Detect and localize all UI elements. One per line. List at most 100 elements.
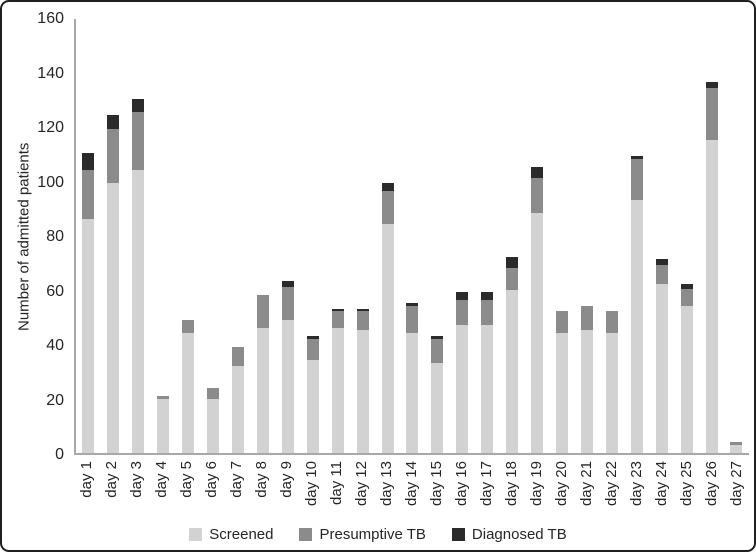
bar-column: [176, 19, 201, 453]
bar-column: [624, 19, 649, 453]
stacked-bar: [431, 335, 444, 453]
x-tick-label: day 26: [703, 461, 720, 507]
bar-segment-presumptive-tb: [630, 158, 643, 200]
stacked-bar: [655, 259, 668, 453]
bar-column: [101, 19, 126, 453]
stacked-bar: [730, 442, 743, 453]
bar-segment-presumptive-tb: [132, 112, 145, 170]
bar-segment-screened: [481, 324, 494, 453]
bar-segment-diagnosed-tb: [680, 283, 693, 290]
bar-column: [674, 19, 699, 453]
bar-segment-presumptive-tb: [107, 128, 120, 184]
bar-column: [550, 19, 575, 453]
x-tick: day 17: [474, 461, 499, 517]
bar-segment-screened: [182, 333, 195, 453]
bar-column: [525, 19, 550, 453]
bar-segment-screened: [132, 169, 145, 453]
x-tick-label: day 25: [678, 461, 695, 507]
stacked-bar: [580, 305, 593, 453]
stacked-bar: [306, 335, 319, 453]
x-tick-label: day 11: [328, 461, 345, 505]
bar-segment-screened: [331, 327, 344, 453]
bar-segment-diagnosed-tb: [655, 259, 668, 265]
bar-segment-presumptive-tb: [431, 338, 444, 364]
x-tick-label: day 23: [628, 461, 645, 507]
stacked-bar: [680, 283, 693, 453]
bar-column: [599, 19, 624, 453]
bar-column: [300, 19, 325, 453]
x-tick-label: day 10: [303, 461, 320, 507]
x-tick: day 1: [74, 461, 99, 517]
x-tick: day 25: [674, 461, 699, 517]
bar-segment-screened: [555, 333, 568, 453]
x-tick: day 7: [224, 461, 249, 517]
bar-segment-presumptive-tb: [356, 311, 369, 331]
x-tick: day 11: [324, 461, 349, 517]
x-tick-label: day 22: [603, 461, 620, 507]
x-tick: day 5: [174, 461, 199, 517]
y-tick-label: 120: [37, 119, 64, 136]
bar-segment-screened: [456, 324, 469, 453]
stacked-bar: [132, 98, 145, 453]
bar-column: [475, 19, 500, 453]
bar-column: [450, 19, 475, 453]
stacked-bar: [506, 256, 519, 453]
bar-segment-screened: [356, 330, 369, 453]
y-tick-label: 20: [46, 391, 64, 409]
stacked-bar: [555, 311, 568, 453]
stacked-bar: [157, 395, 170, 453]
bar-segment-diagnosed-tb: [531, 166, 544, 178]
x-tick: day 14: [399, 461, 424, 517]
x-tick-label: day 15: [428, 461, 445, 507]
bar-column: [151, 19, 176, 453]
bar-segment-diagnosed-tb: [456, 292, 469, 301]
bar-segment-presumptive-tb: [605, 311, 618, 334]
stacked-bar: [82, 153, 95, 453]
bar-segment-diagnosed-tb: [481, 292, 494, 301]
stacked-bar: [356, 308, 369, 453]
x-tick: day 9: [274, 461, 299, 517]
stacked-bar: [381, 183, 394, 453]
x-tick-label: day 6: [203, 461, 220, 498]
y-tick-label: 60: [46, 282, 64, 300]
bar-segment-screened: [256, 327, 269, 453]
x-tick-label: day 7: [228, 461, 245, 498]
x-tick: day 15: [424, 461, 449, 517]
bar-segment-presumptive-tb: [506, 267, 519, 290]
bar-column: [325, 19, 350, 453]
y-tick-label: 80: [46, 228, 64, 245]
legend-label: Diagnosed TB: [471, 525, 567, 543]
bar-column: [250, 19, 275, 453]
stacked-bar: [331, 308, 344, 453]
legend-swatch-screened: [189, 527, 203, 541]
x-tick-label: day 9: [278, 461, 295, 498]
bar-column: [699, 19, 724, 453]
bar-column: [76, 19, 101, 453]
legend-item-screened: Screened: [189, 526, 273, 543]
bar-segment-screened: [281, 319, 294, 453]
bar-segment-presumptive-tb: [705, 87, 718, 140]
stacked-bar: [456, 292, 469, 453]
legend-item-presumptive-tb: Presumptive TB: [299, 526, 426, 543]
x-tick: day 20: [549, 461, 574, 517]
bar-segment-diagnosed-tb: [506, 256, 519, 268]
x-tick: day 27: [724, 461, 749, 517]
bar-segment-screened: [580, 330, 593, 453]
x-tick: day 6: [199, 461, 224, 517]
legend-item-diagnosed-tb: Diagnosed TB: [451, 525, 567, 543]
bar-segment-diagnosed-tb: [630, 156, 643, 159]
legend-swatch-presumptive-tb: [299, 527, 313, 541]
y-tick-label: 40: [46, 337, 64, 354]
bar-segment-screened: [730, 444, 743, 453]
stacked-bar: [182, 319, 195, 453]
bar-segment-presumptive-tb: [207, 387, 220, 399]
x-axis-labels: day 1 day 2 day 3 day 4 day 5 day 6 day 7 day 8…: [74, 461, 749, 517]
x-tick: day 2: [99, 461, 124, 517]
x-tick-label: day 20: [553, 461, 570, 507]
bar-segment-screened: [157, 398, 170, 453]
bar-column: [724, 19, 749, 453]
stacked-bar: [531, 166, 544, 453]
legend-label: Screened: [209, 525, 274, 543]
bar-segment-diagnosed-tb: [132, 98, 145, 113]
bar-segment-diagnosed-tb: [107, 115, 120, 129]
